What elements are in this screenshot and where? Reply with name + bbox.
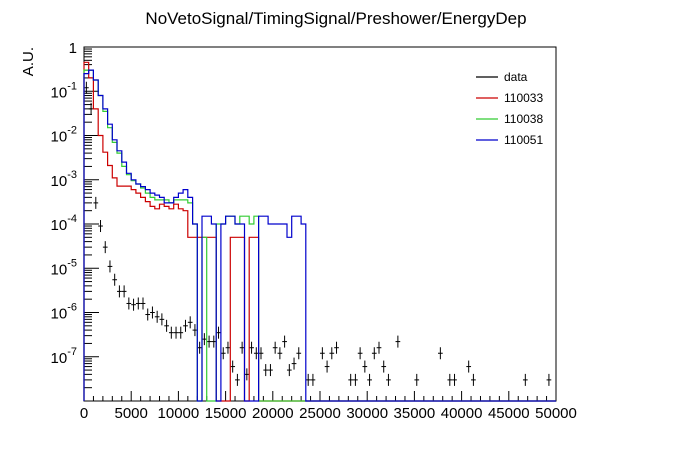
- series-layer: [83, 61, 556, 402]
- series-110051-line: [83, 69, 556, 402]
- y-tick-label: 10-6: [51, 302, 77, 323]
- x-tick-label: 0: [80, 405, 88, 422]
- x-tick-label: 15000: [205, 405, 247, 422]
- y-axis-label: A.U.: [20, 47, 37, 76]
- series-110038-line: [83, 69, 556, 402]
- x-tick-label: 25000: [299, 405, 341, 422]
- x-tick-label: 40000: [441, 405, 483, 422]
- y-tick-label: 10-5: [51, 257, 77, 278]
- x-tick-label: 45000: [488, 405, 530, 422]
- legend-label-110033: 110033: [504, 91, 543, 105]
- x-tick-label: 5000: [115, 405, 148, 422]
- y-tick-label: 10-7: [51, 346, 77, 367]
- plot-frame: [83, 46, 557, 402]
- y-tick-label: 10-1: [51, 80, 77, 101]
- y-tick-label: 1: [69, 40, 77, 57]
- legend-label-data: data: [504, 70, 528, 84]
- x-tick-label: 30000: [346, 405, 388, 422]
- series-110033-line: [83, 61, 556, 402]
- legend-label-110051: 110051: [504, 133, 543, 147]
- chart-title: NoVetoSignal/TimingSignal/Preshower/Ener…: [145, 9, 526, 28]
- x-tick-label: 35000: [394, 405, 436, 422]
- y-tick-label: 10-2: [51, 125, 77, 146]
- x-tick-label: 50000: [535, 405, 577, 422]
- axis-ticks: 0 5000 10000 15000 20000 25000 30000 35000 40000…: [51, 40, 577, 422]
- legend-label-110038: 110038: [504, 112, 543, 126]
- legend: data 110033 110038 110051: [476, 70, 543, 147]
- y-tick-label: 10-3: [51, 169, 77, 190]
- x-tick-label: 20000: [252, 405, 294, 422]
- y-tick-label: 10-4: [51, 213, 77, 234]
- x-tick-label: 10000: [158, 405, 200, 422]
